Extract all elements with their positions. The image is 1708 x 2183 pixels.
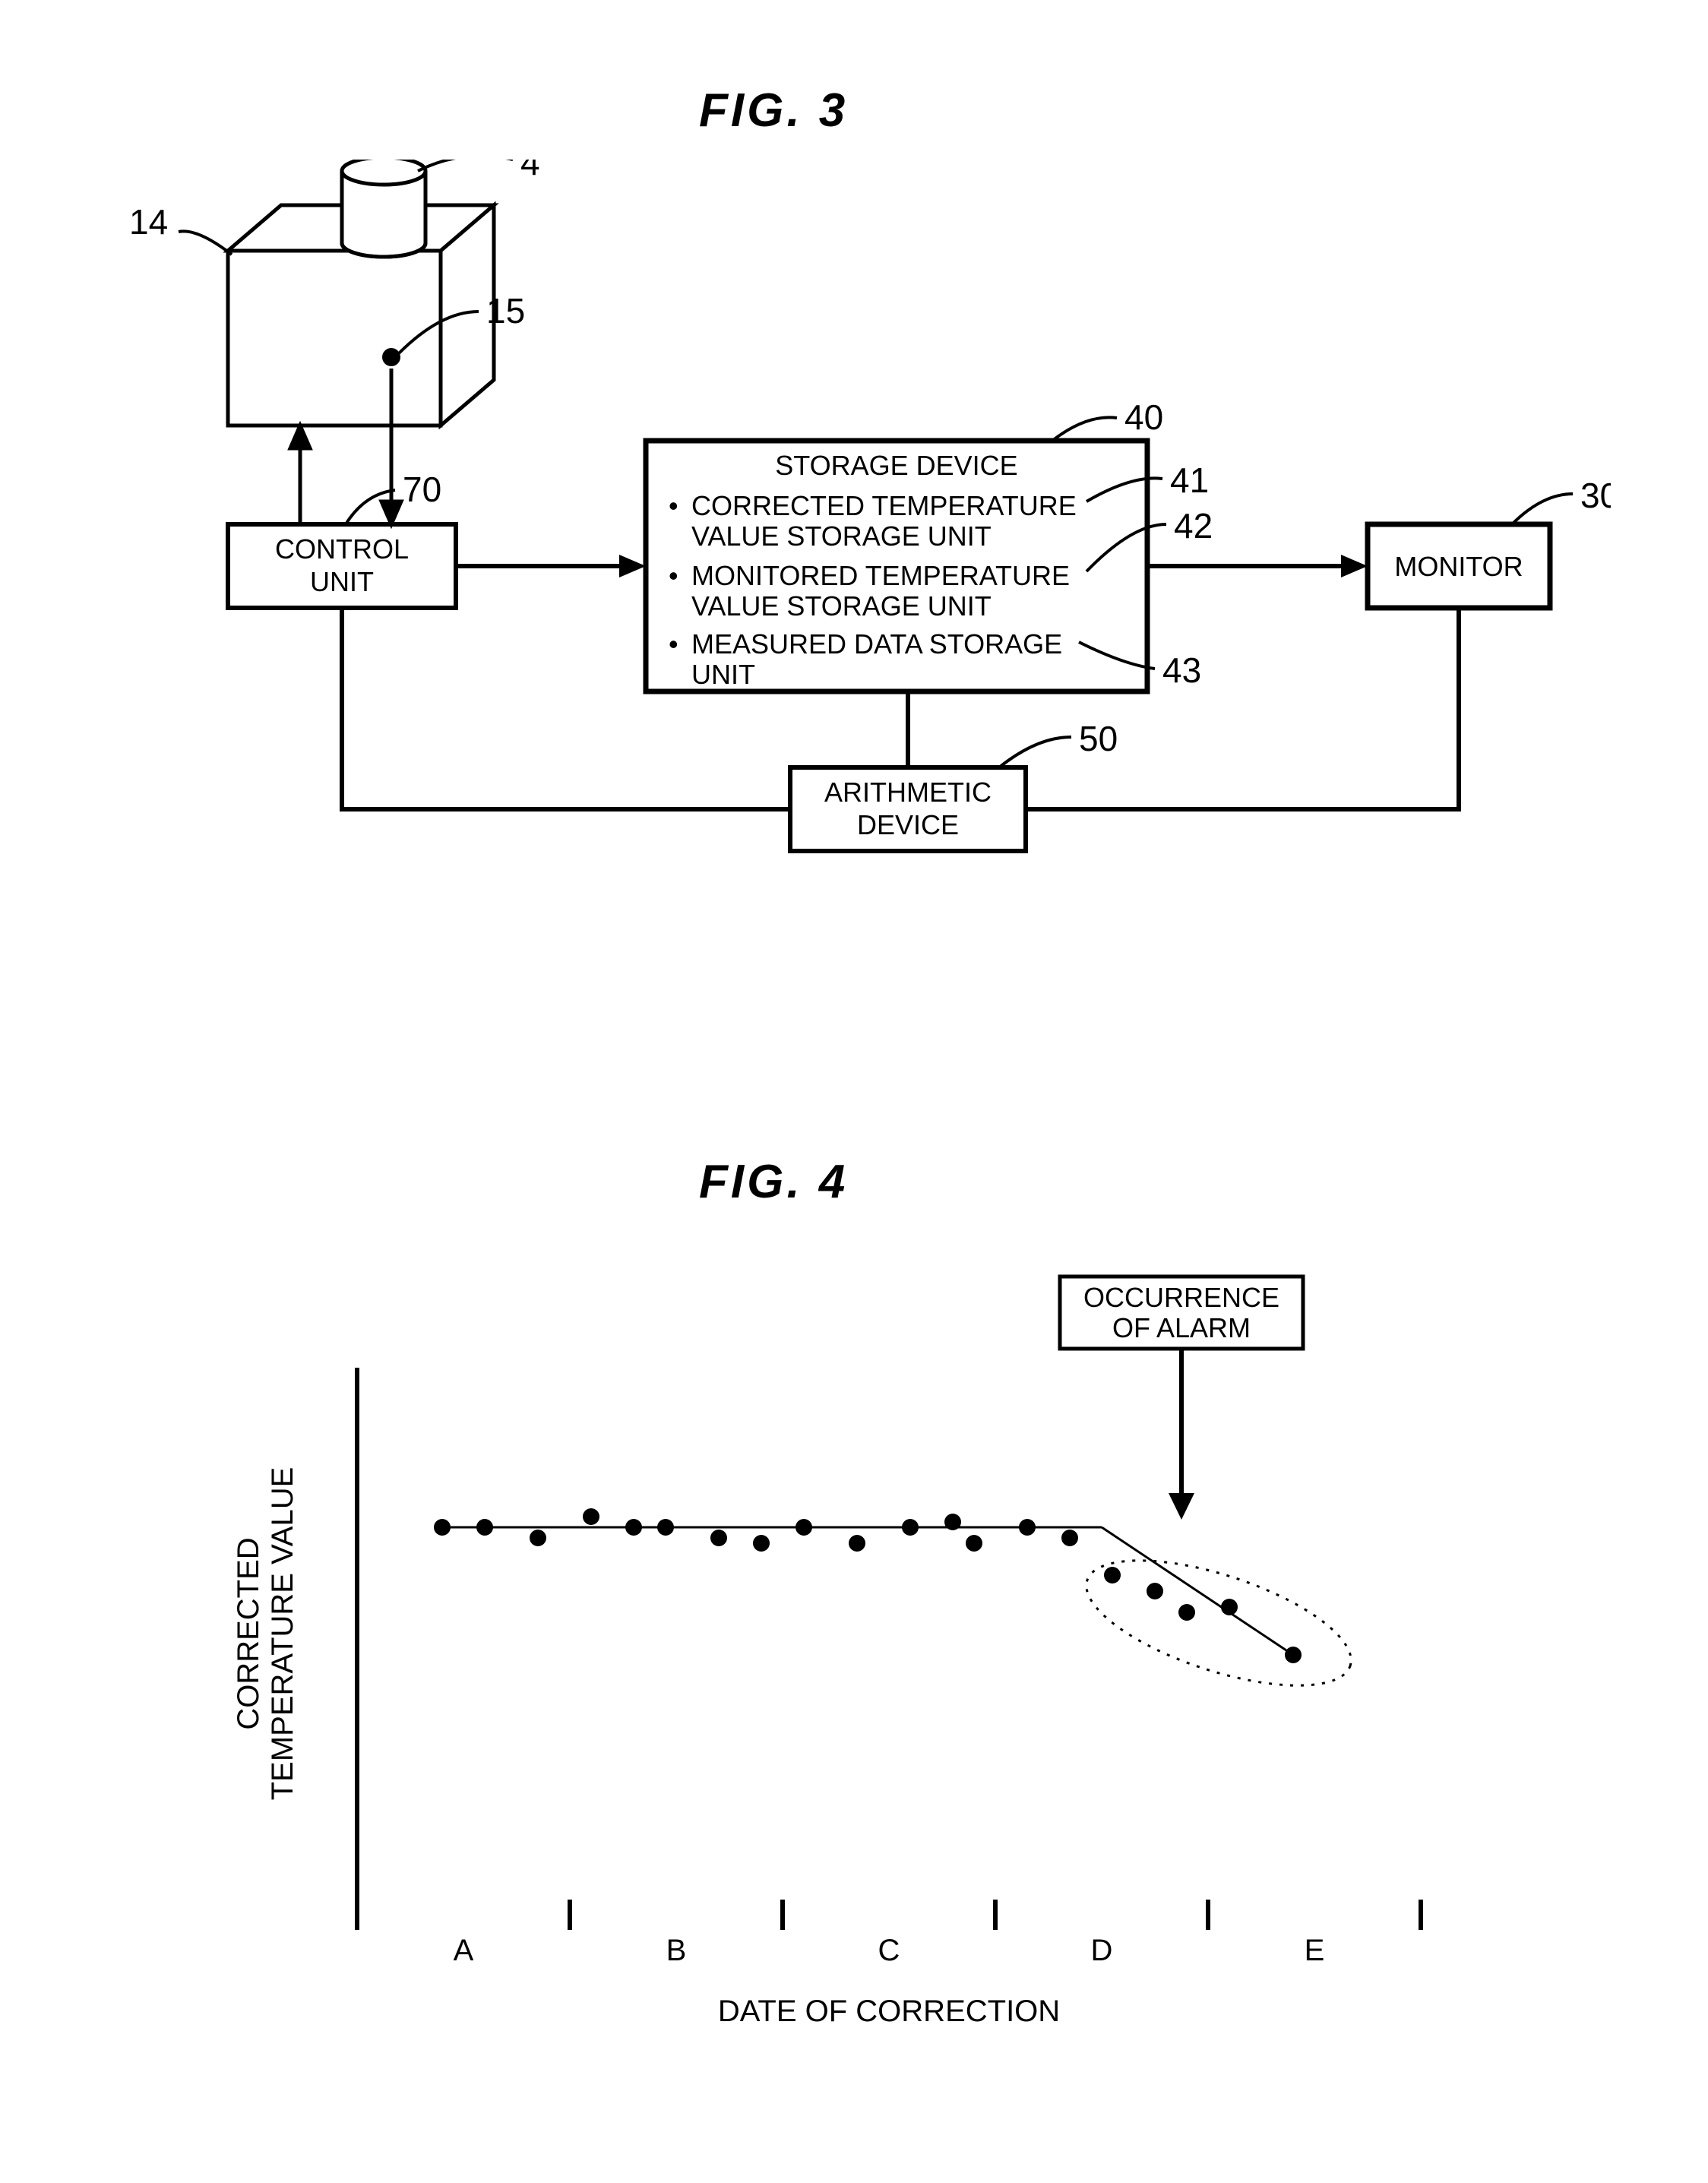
x-axis-ticks — [357, 1900, 1421, 1930]
label-41: 41 — [1170, 460, 1209, 500]
alarm-text2: OF ALARM — [1112, 1312, 1251, 1343]
label-4: 4 — [520, 160, 540, 182]
fig3-title: FIG. 3 — [699, 84, 848, 138]
arrow-down-head — [381, 501, 401, 524]
xtick-C: C — [878, 1934, 900, 1967]
label-42: 42 — [1174, 506, 1213, 546]
arithmetic-text2: DEVICE — [857, 809, 959, 840]
label-50: 50 — [1079, 719, 1118, 758]
sensor-dot — [382, 348, 400, 366]
alarm-text1: OCCURRENCE — [1083, 1282, 1279, 1313]
storage-item3a: MEASURED DATA STORAGE — [691, 628, 1062, 660]
fig4-title: FIG. 4 — [699, 1155, 848, 1209]
storage-item1b: VALUE STORAGE UNIT — [691, 520, 992, 552]
label-40: 40 — [1124, 397, 1163, 437]
label-43: 43 — [1162, 650, 1201, 690]
monitor-text: MONITOR — [1394, 551, 1523, 582]
arrow-up-head — [290, 426, 310, 448]
label-70: 70 — [403, 470, 441, 509]
storage-item2b: VALUE STORAGE UNIT — [691, 590, 992, 622]
arrow-cu-storage-head — [619, 555, 646, 577]
bullet3: • — [669, 628, 678, 660]
storage-item3b: UNIT — [691, 659, 755, 690]
y-axis-label1: CORRECTED — [232, 1537, 265, 1729]
xtick-B: B — [666, 1934, 687, 1967]
alarm-arrow-head — [1169, 1493, 1194, 1520]
chart-plot-area — [434, 1508, 1365, 1711]
xtick-E: E — [1305, 1934, 1325, 1967]
arithmetic-text1: ARITHMETIC — [824, 777, 992, 808]
bullet1: • — [669, 490, 678, 521]
component-cylinder — [342, 160, 425, 257]
y-axis-label2: TEMPERATURE VALUE — [266, 1467, 299, 1801]
control-unit-text1: CONTROL — [275, 533, 409, 565]
xtick-A: A — [454, 1934, 474, 1967]
control-unit-text2: UNIT — [310, 566, 374, 597]
storage-item2a: MONITORED TEMPERATURE — [691, 560, 1070, 591]
xtick-D: D — [1091, 1934, 1113, 1967]
storage-title: STORAGE DEVICE — [775, 450, 1017, 481]
fig4-chart: OCCURRENCE OF ALARM A B C D E DATE OF CO… — [182, 1261, 1474, 2097]
arrow-storage-monitor-head — [1341, 555, 1368, 577]
fig3-diagram: 4 14 15 CONTROL UNIT 70 STORAGE DEVICE •… — [91, 160, 1611, 919]
label-14: 14 — [129, 202, 168, 242]
storage-item1a: CORRECTED TEMPERATURE — [691, 490, 1077, 521]
label-30: 30 — [1580, 476, 1611, 515]
x-axis-label: DATE OF CORRECTION — [718, 1995, 1060, 2028]
label-15: 15 — [486, 291, 525, 331]
bullet2: • — [669, 560, 678, 591]
